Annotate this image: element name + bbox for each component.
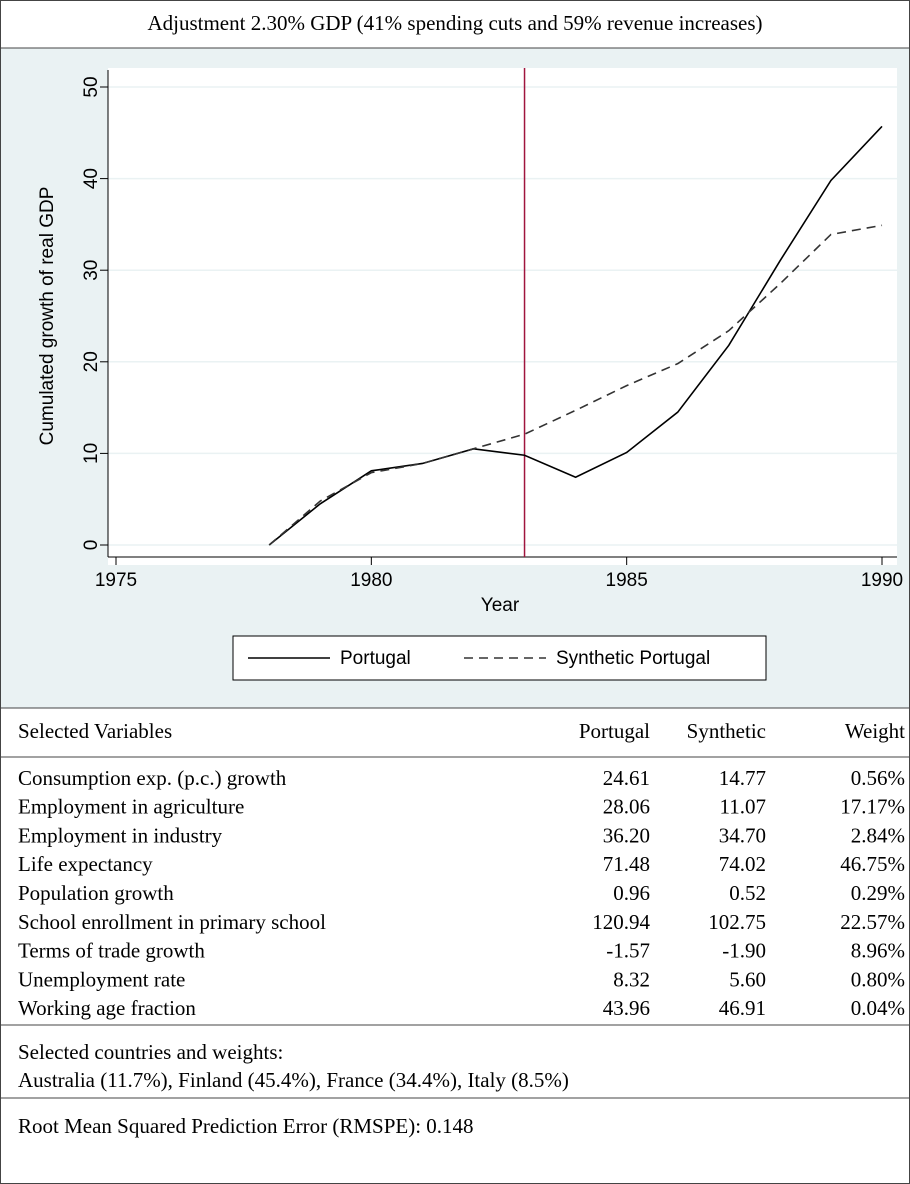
table-cell: 0.04% — [851, 996, 905, 1020]
y-tick-label: 40 — [81, 168, 102, 189]
table-cell: 0.29% — [851, 881, 905, 905]
table-cell: Employment in industry — [18, 823, 223, 847]
table-cell: 74.02 — [719, 852, 766, 876]
legend-label: Portugal — [340, 648, 411, 669]
table-cell: 71.48 — [603, 852, 650, 876]
table-cell: 46.91 — [719, 996, 766, 1020]
table-cell: 0.52 — [729, 881, 766, 905]
table-cell: 28.06 — [603, 795, 650, 819]
table-cell: 120.94 — [592, 910, 650, 934]
table-cell: 2.84% — [851, 823, 905, 847]
y-axis-label: Cumulated growth of real GDP — [37, 187, 58, 446]
table-cell: 8.32 — [613, 967, 650, 991]
x-tick-label: 1975 — [95, 570, 137, 591]
table-cell: Terms of trade growth — [18, 939, 205, 963]
y-tick-label: 30 — [81, 260, 102, 281]
table-cell: Unemployment rate — [18, 967, 185, 991]
table-cell: Life expectancy — [18, 852, 153, 876]
chart-title: Adjustment 2.30% GDP (41% spending cuts … — [147, 11, 762, 35]
y-tick-label: 10 — [81, 443, 102, 464]
table-cell: 102.75 — [708, 910, 766, 934]
x-tick-label: 1980 — [350, 570, 392, 591]
table-cell: 46.75% — [840, 852, 905, 876]
table-cell: 5.60 — [729, 967, 766, 991]
y-tick-label: 0 — [81, 540, 102, 551]
y-tick-label: 50 — [81, 76, 102, 97]
note: Root Mean Squared Prediction Error (RMSP… — [18, 1114, 474, 1138]
note: Australia (11.7%), Finland (45.4%), Fran… — [18, 1068, 569, 1092]
y-tick-label: 20 — [81, 351, 102, 372]
table-header: Synthetic — [687, 719, 766, 743]
table-cell: 24.61 — [603, 766, 650, 790]
table-cell: Population growth — [18, 881, 174, 905]
table-cell: 11.07 — [720, 795, 766, 819]
table-cell: Working age fraction — [18, 996, 196, 1020]
plot-area — [108, 68, 897, 565]
table-cell: 17.17% — [840, 795, 905, 819]
table-cell: 0.96 — [613, 881, 650, 905]
table-cell: -1.57 — [606, 939, 650, 963]
table-cell: 22.57% — [840, 910, 905, 934]
table-cell: -1.90 — [722, 939, 766, 963]
table-cell: 0.56% — [851, 766, 905, 790]
legend-label: Synthetic Portugal — [556, 648, 710, 669]
table-cell: 36.20 — [603, 823, 650, 847]
table-cell: School enrollment in primary school — [18, 910, 326, 934]
series-line — [268, 125, 883, 546]
series-line — [268, 224, 883, 546]
table-cell: 8.96% — [851, 939, 905, 963]
table-cell: 43.96 — [603, 996, 650, 1020]
table-header: Selected Variables — [18, 719, 172, 743]
note: Selected countries and weights: — [18, 1040, 283, 1064]
table-cell: 14.77 — [719, 766, 766, 790]
table-cell: Employment in agriculture — [18, 795, 244, 819]
x-tick-label: 1990 — [861, 570, 903, 591]
table-header: Weight — [845, 719, 905, 743]
table-cell: Consumption exp. (p.c.) growth — [18, 766, 287, 790]
x-axis-label: Year — [481, 595, 520, 616]
table-cell: 34.70 — [719, 823, 766, 847]
table-header: Portugal — [579, 719, 650, 743]
x-tick-label: 1985 — [606, 570, 648, 591]
table-cell: 0.80% — [851, 967, 905, 991]
